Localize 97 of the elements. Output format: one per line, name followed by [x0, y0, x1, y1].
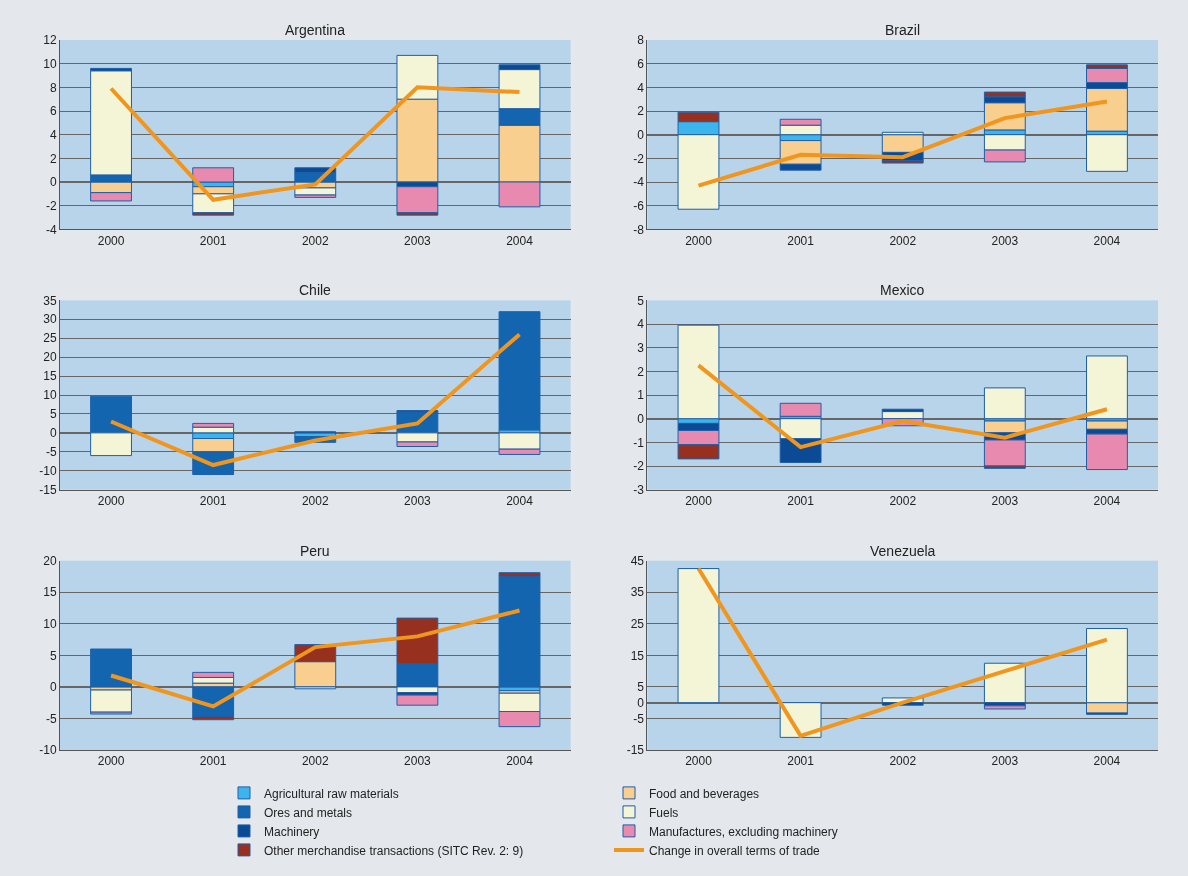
- x-tick-label: 2004: [1093, 494, 1121, 509]
- x-tick-label: 2003: [404, 754, 432, 769]
- y-tick-label: -4: [633, 175, 645, 190]
- chart-title: Venezuela: [870, 543, 936, 559]
- y-tick-label: -10: [39, 743, 57, 758]
- y-tick-label: -5: [633, 711, 645, 726]
- y-tick-label: -2: [633, 151, 645, 166]
- y-tick-label: 0: [637, 411, 645, 426]
- y-tick-label: -5: [45, 445, 57, 459]
- y-tick-label: -10: [39, 463, 57, 478]
- x-tick-label: 2001: [787, 233, 815, 248]
- legend-label: Change in overall terms of trade: [649, 843, 821, 858]
- x-tick-label: 2004: [506, 754, 534, 769]
- y-tick-label: 12: [43, 33, 57, 48]
- y-tick-label: 8: [637, 33, 645, 48]
- legend-label: Other merchandise transactions (SITC Rev. 2: 9): [264, 843, 524, 858]
- y-tick-label: 35: [43, 293, 57, 308]
- y-tick-label: 25: [630, 616, 645, 631]
- y-tick-label: 30: [43, 312, 57, 327]
- x-tick-label: 2001: [787, 494, 815, 509]
- x-tick-label: 2000: [685, 494, 713, 509]
- chart-title: Brazil: [885, 22, 921, 38]
- x-tick-label: 2001: [199, 754, 227, 769]
- y-tick-label: 8: [49, 80, 57, 95]
- x-tick-label: 2000: [97, 494, 125, 509]
- x-tick-label: 2000: [97, 754, 125, 769]
- x-tick-label: 2002: [301, 494, 329, 509]
- y-tick-label: 4: [49, 127, 57, 142]
- x-tick-label: 2004: [1093, 754, 1121, 769]
- x-tick-label: 2003: [991, 494, 1019, 509]
- chart-title: Chile: [299, 282, 332, 298]
- y-tick-label: -15: [39, 482, 57, 497]
- y-tick-label: 2: [637, 104, 645, 119]
- x-tick-label: 2004: [1093, 233, 1121, 248]
- y-tick-label: 35: [630, 585, 645, 600]
- x-tick-label: 2001: [787, 754, 815, 769]
- y-tick-label: 10: [43, 616, 57, 631]
- y-tick-label: -2: [633, 459, 645, 474]
- x-tick-label: 2002: [889, 754, 917, 769]
- chart-title: Mexico: [880, 282, 925, 298]
- x-tick-label: 2003: [991, 754, 1019, 769]
- y-tick-label: 25: [43, 331, 57, 346]
- legend-label: Fuels: [649, 805, 679, 820]
- y-tick-label: 2: [49, 151, 57, 166]
- legend-label: Ores and metals: [264, 805, 353, 820]
- x-tick-label: 2003: [991, 233, 1019, 248]
- legend-label: Agricultural raw materials: [264, 786, 399, 801]
- y-tick-label: -2: [45, 198, 57, 213]
- y-tick-label: 5: [637, 293, 645, 308]
- y-tick-label: -1: [633, 435, 645, 450]
- y-tick-label: 0: [49, 680, 57, 695]
- x-tick-label: 2003: [404, 233, 432, 248]
- x-tick-label: 2004: [506, 233, 534, 248]
- y-tick-label: 6: [49, 104, 57, 119]
- y-tick-label: -15: [626, 743, 645, 758]
- y-tick-label: -4: [45, 222, 57, 237]
- legend-label: Manufactures, excluding machinery: [649, 824, 838, 839]
- y-tick-label: -5: [45, 711, 57, 726]
- y-tick-label: 1: [637, 388, 645, 403]
- y-tick-label: 20: [43, 553, 57, 568]
- x-tick-label: 2003: [404, 494, 432, 509]
- y-tick-label: 2: [637, 364, 645, 379]
- x-tick-label: 2001: [199, 233, 227, 248]
- legend-label: Food and beverages: [649, 786, 760, 801]
- chart-title: Peru: [300, 543, 330, 559]
- y-tick-label: 3: [637, 340, 645, 355]
- y-tick-label: 0: [637, 695, 645, 710]
- y-tick-label: 0: [49, 426, 57, 441]
- legend-label: Machinery: [264, 824, 320, 839]
- x-tick-label: 2002: [301, 754, 329, 769]
- y-tick-label: 15: [43, 585, 57, 600]
- x-tick-label: 2000: [97, 233, 125, 248]
- y-tick-label: 4: [637, 80, 645, 95]
- y-tick-label: 0: [637, 127, 645, 142]
- y-tick-label: 20: [43, 350, 57, 365]
- x-tick-label: 2000: [685, 754, 713, 769]
- y-tick-label: 5: [637, 680, 645, 695]
- x-tick-label: 2002: [889, 494, 917, 509]
- x-tick-label: 2001: [199, 494, 227, 509]
- chart-title: Argentina: [285, 22, 346, 38]
- y-tick-label: 5: [49, 407, 57, 422]
- y-tick-label: 0: [49, 175, 57, 190]
- y-tick-label: -8: [633, 222, 645, 237]
- y-tick-label: 10: [43, 388, 57, 403]
- y-tick-label: 45: [630, 553, 645, 568]
- y-tick-label: 6: [637, 56, 645, 71]
- y-tick-label: -6: [633, 198, 645, 213]
- x-tick-label: 2000: [685, 233, 713, 248]
- x-tick-label: 2004: [506, 494, 534, 509]
- y-tick-label: -3: [633, 482, 645, 497]
- y-tick-label: 15: [43, 369, 57, 384]
- x-tick-label: 2002: [301, 233, 329, 248]
- x-tick-label: 2002: [889, 233, 917, 248]
- y-tick-label: 10: [43, 56, 57, 71]
- y-tick-label: 15: [630, 648, 645, 663]
- y-tick-label: 4: [637, 317, 645, 332]
- y-tick-label: 5: [49, 648, 57, 663]
